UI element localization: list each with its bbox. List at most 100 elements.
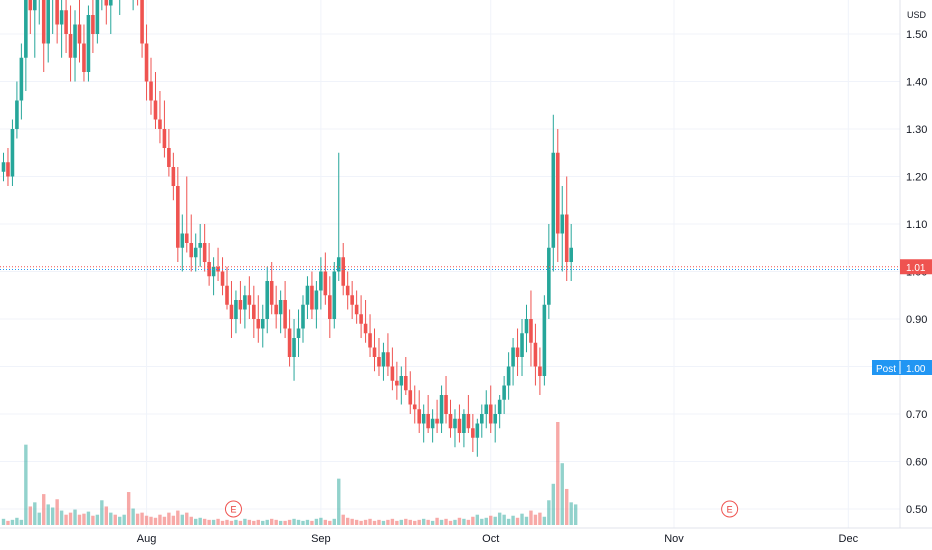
candle-body[interactable] <box>211 266 216 277</box>
candle-body[interactable] <box>104 0 109 6</box>
candle-body[interactable] <box>363 323 368 334</box>
candle-body[interactable] <box>381 352 386 367</box>
candle-body[interactable] <box>377 357 381 367</box>
candle-body[interactable] <box>430 418 435 429</box>
candle-body[interactable] <box>55 0 59 25</box>
candle-body[interactable] <box>533 342 538 367</box>
candle-body[interactable] <box>91 15 95 34</box>
candle-body[interactable] <box>444 395 448 414</box>
candle-body[interactable] <box>278 300 283 315</box>
candle-body[interactable] <box>538 366 542 377</box>
candle-body[interactable] <box>319 271 323 291</box>
candle-body[interactable] <box>234 300 238 319</box>
candle-body[interactable] <box>86 15 91 72</box>
candle-body[interactable] <box>158 119 162 130</box>
candle-body[interactable] <box>287 328 292 358</box>
candle-body[interactable] <box>529 319 533 343</box>
candle-body[interactable] <box>162 129 167 148</box>
candle-body[interactable] <box>189 243 194 258</box>
candle-body[interactable] <box>15 100 19 130</box>
candle-body[interactable] <box>274 304 278 315</box>
candle-body[interactable] <box>252 304 256 319</box>
candle-body[interactable] <box>475 423 480 438</box>
candle-body[interactable] <box>497 399 502 414</box>
candle-body[interactable] <box>479 414 484 424</box>
candle-body[interactable] <box>323 271 328 296</box>
candle-body[interactable] <box>220 271 225 286</box>
candle-body[interactable] <box>59 10 64 25</box>
candle-body[interactable] <box>82 43 86 73</box>
candle-body[interactable] <box>408 390 413 405</box>
candle-body[interactable] <box>439 395 444 424</box>
candle-body[interactable] <box>426 414 430 429</box>
candle-body[interactable] <box>564 214 569 263</box>
candle-body[interactable] <box>310 285 314 310</box>
candle-body[interactable] <box>551 152 556 248</box>
candle-body[interactable] <box>399 376 404 386</box>
candle-body[interactable] <box>462 414 466 433</box>
candle-body[interactable] <box>144 43 149 82</box>
candle-body[interactable] <box>412 404 417 410</box>
candle-body[interactable] <box>390 366 395 381</box>
candle-body[interactable] <box>256 319 261 329</box>
time-axis[interactable]: AugSepOctNovDec2021FebMarApr <box>0 527 932 545</box>
candle-body[interactable] <box>140 0 144 44</box>
candle-body[interactable] <box>46 0 50 44</box>
candle-body[interactable] <box>453 418 457 429</box>
candle-body[interactable] <box>171 167 176 186</box>
candle-body[interactable] <box>68 34 73 58</box>
candle-body[interactable] <box>167 148 171 167</box>
candle-body[interactable] <box>216 266 220 272</box>
candle-body[interactable] <box>32 0 37 11</box>
candle-body[interactable] <box>184 233 189 244</box>
candle-body[interactable] <box>314 290 319 310</box>
candle-body[interactable] <box>296 328 301 339</box>
candle-body[interactable] <box>435 418 439 424</box>
candle-body[interactable] <box>265 281 270 319</box>
candle-body[interactable] <box>229 304 234 319</box>
candle-body[interactable] <box>542 304 547 376</box>
candle-body[interactable] <box>372 347 377 358</box>
candle-body[interactable] <box>368 333 372 348</box>
candle-body[interactable] <box>243 295 247 310</box>
candle-body[interactable] <box>332 271 337 320</box>
candle-body[interactable] <box>149 81 153 101</box>
candle-body[interactable] <box>336 257 341 272</box>
candle-body[interactable] <box>547 247 551 305</box>
candle-body[interactable] <box>202 243 207 262</box>
candle-body[interactable] <box>555 152 560 234</box>
candle-body[interactable] <box>488 404 493 424</box>
candle-body[interactable] <box>176 186 180 248</box>
candle-body[interactable] <box>19 57 24 101</box>
candle-body[interactable] <box>6 162 10 177</box>
candle-body[interactable] <box>524 319 529 334</box>
candle-body[interactable] <box>24 0 28 58</box>
candles[interactable] <box>1 0 573 457</box>
candle-body[interactable] <box>341 257 346 286</box>
candle-body[interactable] <box>350 295 354 305</box>
candle-body[interactable] <box>484 404 489 415</box>
candle-body[interactable] <box>457 418 462 433</box>
candle-body[interactable] <box>506 366 511 386</box>
candle-body[interactable] <box>283 300 287 329</box>
candle-body[interactable] <box>421 414 426 424</box>
candle-body[interactable] <box>328 295 332 319</box>
candle-body[interactable] <box>73 24 77 58</box>
candle-body[interactable] <box>28 0 33 11</box>
candle-body[interactable] <box>305 285 310 305</box>
candle-body[interactable] <box>10 129 15 177</box>
candle-body[interactable] <box>448 414 453 429</box>
candle-body[interactable] <box>493 414 497 424</box>
candle-body[interactable] <box>95 0 100 34</box>
candle-body[interactable] <box>515 347 520 358</box>
candle-body[interactable] <box>404 376 408 391</box>
candle-body[interactable] <box>395 380 399 386</box>
candle-body[interactable] <box>520 333 524 357</box>
candle-body[interactable] <box>345 285 350 296</box>
candle-body[interactable] <box>64 10 68 34</box>
candle-body[interactable] <box>225 285 229 305</box>
candle-body[interactable] <box>77 24 82 44</box>
candle-body[interactable] <box>292 338 296 357</box>
candle-body[interactable] <box>502 385 506 400</box>
